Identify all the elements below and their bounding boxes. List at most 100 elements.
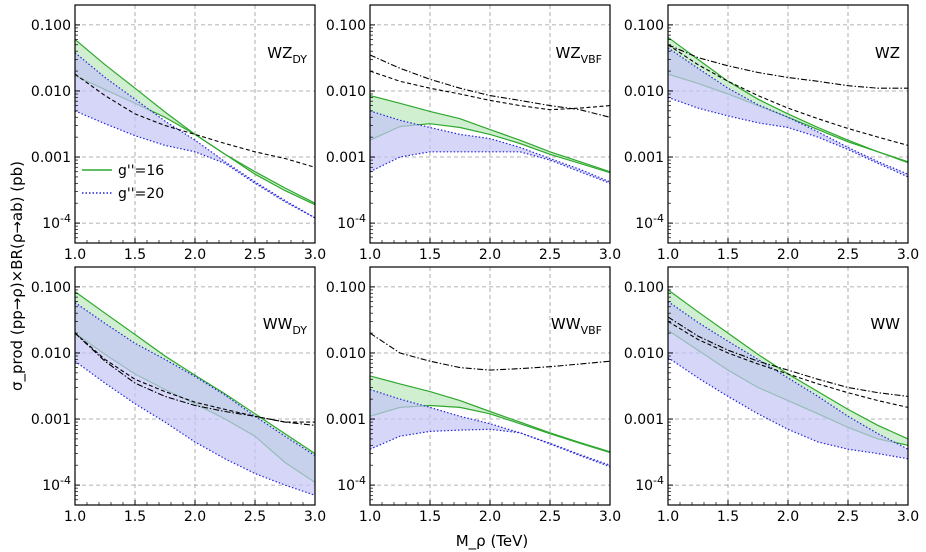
plot-area <box>75 39 315 219</box>
y-tick-label: 0.001 <box>326 412 366 428</box>
x-tick-label: 1.0 <box>657 247 679 263</box>
y-tick-label: 10-4 <box>635 474 664 494</box>
legend-label-g20: g''=20 <box>118 186 164 202</box>
x-tick-label: 2.5 <box>539 247 561 263</box>
y-tick-label: 0.100 <box>31 280 71 296</box>
x-tick-label: 2.5 <box>244 509 266 525</box>
y-tick-label: 0.100 <box>624 280 664 296</box>
y-tick-label: 0.100 <box>31 18 71 34</box>
band-g20 <box>75 302 315 496</box>
x-tick-label: 1.0 <box>64 509 86 525</box>
x-tick-label: 2.5 <box>837 247 859 263</box>
x-tick-label: 2.5 <box>837 509 859 525</box>
plot-area <box>668 289 908 460</box>
x-tick-label: 2.0 <box>777 509 799 525</box>
background-curve-dashdot <box>370 332 610 371</box>
band-g20 <box>668 301 908 459</box>
panel-wz: 0.100 0.010 0.001 10-4 1.0 1.5 2.0 2.5 3.0 WZ <box>624 4 919 263</box>
panel-label: WZDY <box>267 44 307 66</box>
y-tick-label: 0.100 <box>624 18 664 34</box>
x-tick-label: 2.0 <box>479 509 501 525</box>
band-edge-upper-g20 <box>75 302 315 457</box>
panel-ww-vbf: 0.100 0.010 0.001 10-4 1.0 1.5 2.0 2.5 3.0 WWVBF <box>326 266 621 525</box>
band-edge-lower-g20 <box>75 110 315 219</box>
y-tick-label: 0.100 <box>326 18 366 34</box>
panel-wz-vbf: 0.100 0.010 0.001 10-4 1.0 1.5 2.0 2.5 3.0 WZVBF <box>326 4 621 263</box>
y-tick-label: 0.100 <box>326 280 366 296</box>
x-tick-label: 1.5 <box>717 247 739 263</box>
x-tick-label: 1.0 <box>657 509 679 525</box>
x-tick-label: 2.0 <box>184 247 206 263</box>
x-tick-label: 3.0 <box>897 509 919 525</box>
x-tick-label: 3.0 <box>599 509 621 525</box>
band-edge-lower-g20 <box>370 151 610 184</box>
x-tick-label: 2.0 <box>479 247 501 263</box>
panel-wz-dy: 0.100 0.010 0.001 10-4 1.0 1.5 2.0 2.5 3.0 WZDY <box>31 4 326 263</box>
x-tick-label: 3.0 <box>599 247 621 263</box>
x-tick-label: 1.5 <box>419 247 441 263</box>
x-tick-label: 1.5 <box>419 509 441 525</box>
x-tick-label: 1.0 <box>359 509 381 525</box>
band-edge-lower-g20 <box>370 428 610 468</box>
panel-label: WW <box>870 315 900 333</box>
y-tick-label: 0.010 <box>326 84 366 100</box>
panel-label: WWDY <box>263 315 308 337</box>
x-axis-label: M_ρ (TeV) <box>456 532 529 551</box>
panel-label: WZ <box>875 44 900 62</box>
x-tick-label: 1.5 <box>124 247 146 263</box>
background-curve-dashdot <box>668 44 908 89</box>
y-tick-label: 10-4 <box>42 474 71 494</box>
x-tick-label: 3.0 <box>304 509 326 525</box>
band-edge-lower-g20 <box>668 96 908 178</box>
band-edge-upper-g20 <box>370 110 610 183</box>
band-edge-upper-g20 <box>668 47 908 175</box>
plot-area <box>370 332 610 468</box>
background-curve-dashdot <box>668 316 908 397</box>
y-tick-label: 0.001 <box>326 150 366 166</box>
background-curve-dashed <box>668 44 908 146</box>
x-tick-label: 3.0 <box>897 247 919 263</box>
plot-area <box>370 54 610 184</box>
plot-area <box>668 36 908 178</box>
y-tick-label: 10-4 <box>635 212 664 232</box>
y-tick-label: 0.001 <box>624 150 664 166</box>
x-tick-label: 3.0 <box>304 247 326 263</box>
panel-ww-dy: 0.100 0.010 0.001 10-4 1.0 1.5 2.0 2.5 3.0 WWDY <box>31 266 326 525</box>
y-tick-label: 10-4 <box>42 212 71 232</box>
y-tick-label: 10-4 <box>337 474 366 494</box>
y-axis-label: σ_prod (pp→ρ)×BR(ρ→ab) (pb) <box>8 161 27 391</box>
x-tick-label: 2.0 <box>777 247 799 263</box>
y-tick-label: 0.010 <box>31 346 71 362</box>
y-tick-label: 10-4 <box>337 212 366 232</box>
panel-ww: 0.100 0.010 0.001 10-4 1.0 1.5 2.0 2.5 3.0 WW <box>624 266 919 525</box>
band-edge-upper-g20 <box>75 52 315 219</box>
band-edge-upper-g16 <box>370 375 610 453</box>
band-edge-upper-g16 <box>370 95 610 173</box>
band-g20 <box>370 110 610 184</box>
background-curve-dashed <box>75 73 315 168</box>
x-tick-label: 2.0 <box>184 509 206 525</box>
x-tick-label: 1.0 <box>359 247 381 263</box>
x-tick-label: 2.5 <box>244 247 266 263</box>
background-curve-dashed <box>370 70 610 111</box>
x-tick-label: 1.5 <box>717 509 739 525</box>
band-edge-lower-g20 <box>75 360 315 496</box>
plot-area <box>75 291 315 496</box>
y-tick-label: 0.010 <box>624 346 664 362</box>
legend: g''=16 g''=20 <box>82 163 164 202</box>
y-tick-label: 0.010 <box>31 84 71 100</box>
background-curve-dashed <box>668 320 908 408</box>
panel-label: WWVBF <box>551 315 602 337</box>
x-tick-label: 1.5 <box>124 509 146 525</box>
y-tick-label: 0.010 <box>326 346 366 362</box>
y-tick-label: 0.001 <box>31 150 71 166</box>
y-tick-label: 0.001 <box>624 412 664 428</box>
band-g20 <box>370 389 610 467</box>
legend-label-g16: g''=16 <box>118 163 164 179</box>
x-tick-label: 1.0 <box>64 247 86 263</box>
y-tick-label: 0.010 <box>624 84 664 100</box>
band-edge-upper-g16 <box>75 291 315 455</box>
x-tick-label: 2.5 <box>539 509 561 525</box>
